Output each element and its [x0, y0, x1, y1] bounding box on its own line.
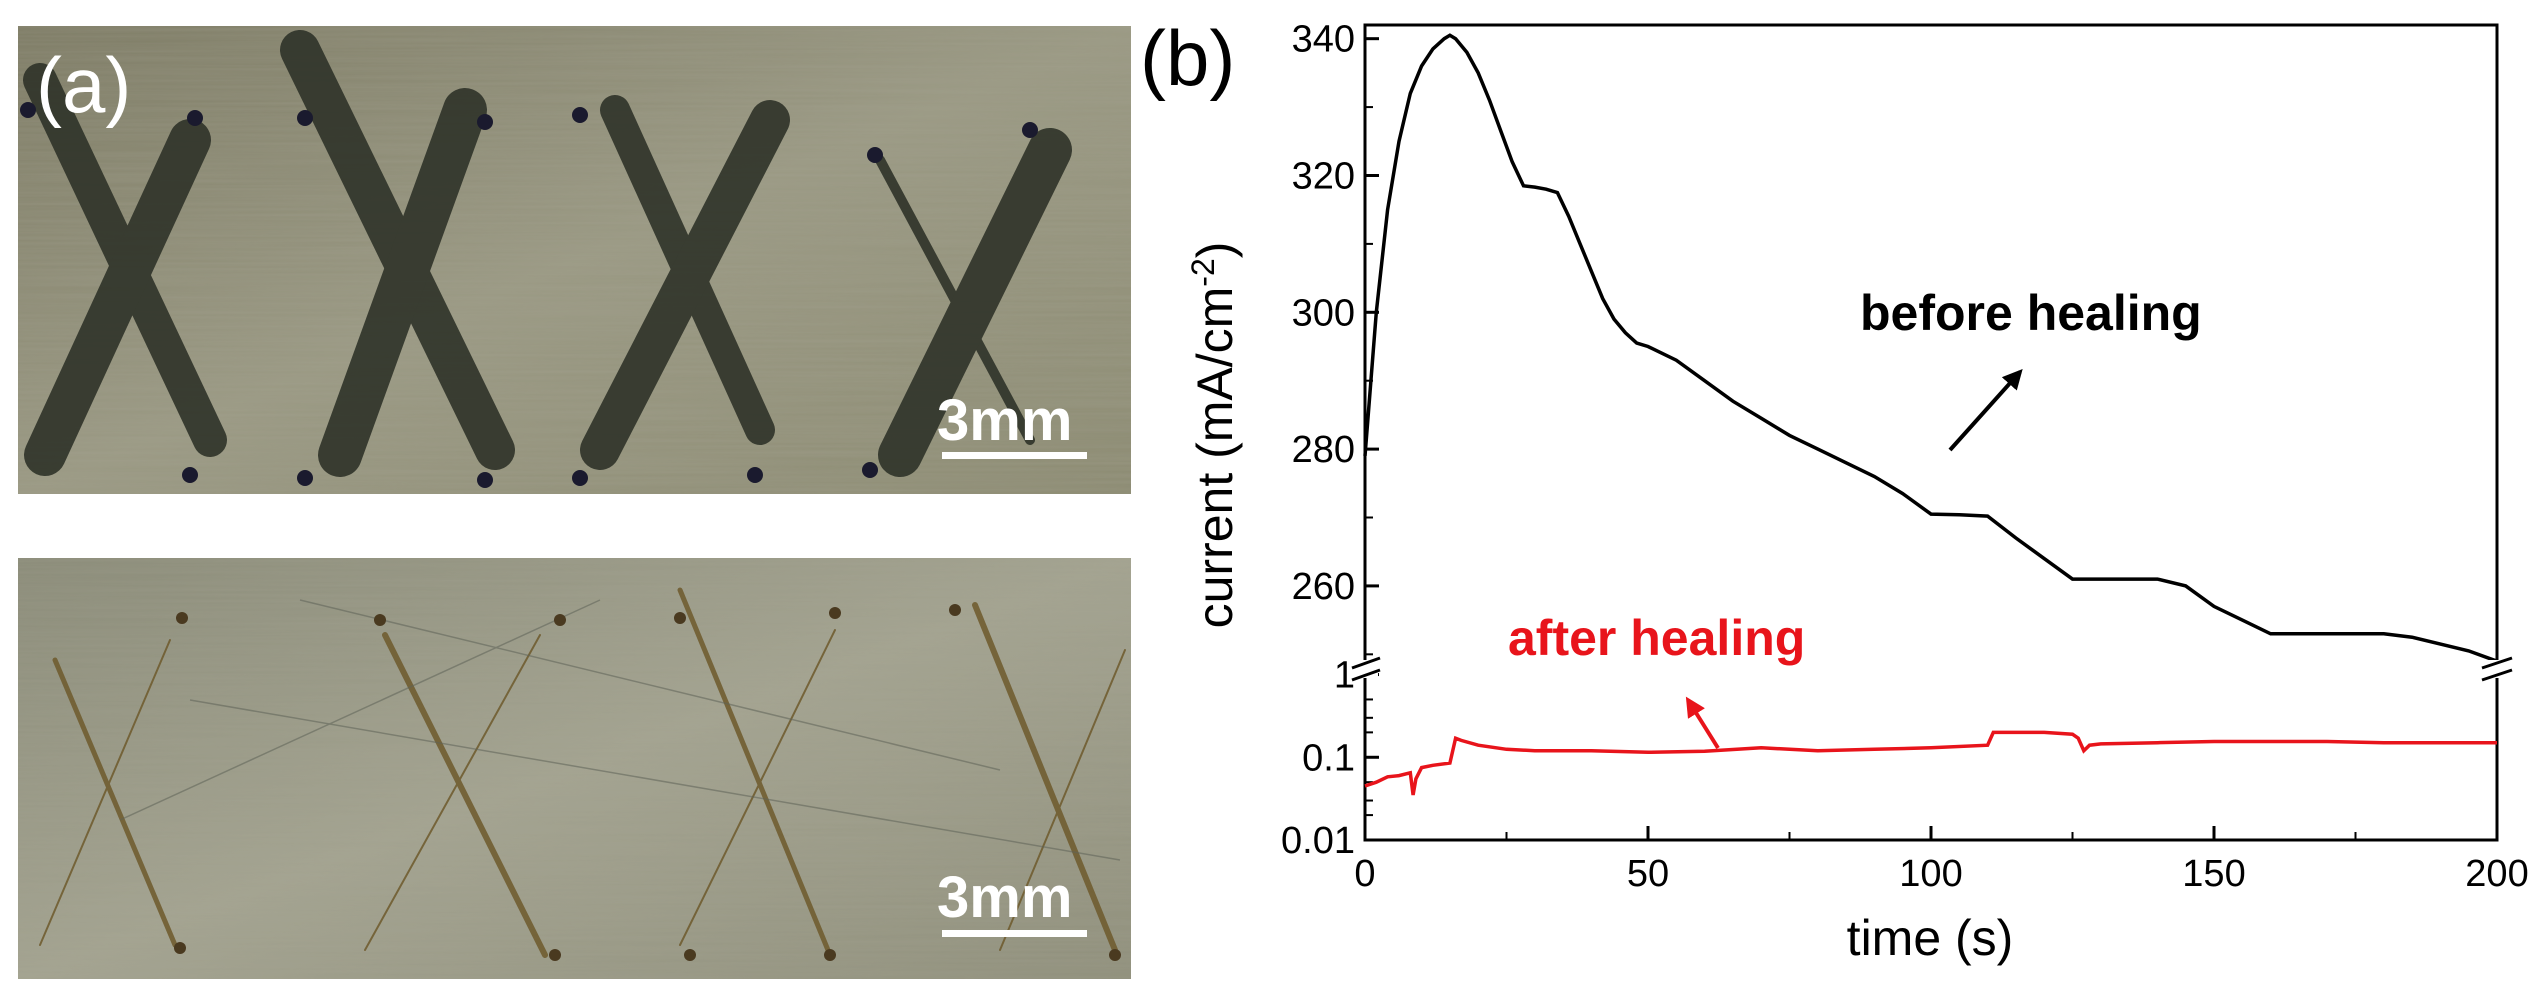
- scratch-x-2: [280, 30, 515, 477]
- scale-bar-label-top: 3mm: [937, 388, 1072, 453]
- scale-bar-bottom: [942, 930, 1087, 937]
- annotation-after-healing: after healing: [1508, 610, 1805, 666]
- scale-bar-top: [942, 452, 1087, 459]
- photo-top: (a) 3mm: [18, 26, 1131, 494]
- axis-break-marks: [1351, 656, 2513, 682]
- y-tick-label-lower: 0.1: [1302, 737, 1355, 779]
- panel-a-label: (a): [36, 41, 131, 129]
- y-axis-title: current (mA/cm-2): [1185, 242, 1243, 629]
- scratch-x-4: [875, 128, 1072, 477]
- panel-b-label: (b): [1140, 14, 1235, 102]
- x-tick-label: 200: [2465, 853, 2528, 895]
- y-tick-label-upper: 260: [1292, 566, 1355, 608]
- x-tick-label: 150: [2182, 853, 2245, 895]
- y-tick-label-lower: 1: [1334, 655, 1355, 697]
- series-before-healing: [1363, 33, 2498, 663]
- axis-ticks: [1363, 37, 2499, 842]
- y-tick-label-upper: 340: [1292, 19, 1355, 61]
- y-tick-label-upper: 300: [1292, 292, 1355, 334]
- y-tick-label-upper: 280: [1292, 429, 1355, 471]
- marker-dots-top: [20, 102, 1038, 488]
- y-tick-label-lower: 0.01: [1281, 820, 1355, 862]
- scale-bar-label-bottom: 3mm: [937, 865, 1072, 930]
- x-axis-title: time (s): [1847, 910, 2014, 966]
- arrow-after-healing: [1685, 696, 1720, 750]
- photo-bottom: 3mm: [18, 558, 1131, 979]
- x-tick-label: 50: [1627, 853, 1669, 895]
- chart: (b) 0 50 100 150 2002602803003203400.010.11 …: [1140, 14, 2529, 966]
- y-axis-title-main: current (mA/cm: [1187, 287, 1243, 629]
- y-tick-label-upper: 320: [1292, 155, 1355, 197]
- healed-scratches: [39, 587, 1126, 958]
- scratch-x-3: [580, 95, 790, 470]
- marker-dots-bottom: [174, 604, 1121, 961]
- arrow-before-healing: [1948, 369, 2023, 452]
- series-after-healing: [1364, 730, 2497, 796]
- x-tick-label: 100: [1899, 853, 1962, 895]
- annotation-before-healing: before healing: [1860, 285, 2202, 341]
- y-axis-title-close: ): [1187, 242, 1243, 259]
- faint-scratches: [119, 599, 1121, 861]
- plot-frame: [1363, 23, 2499, 842]
- tick-labels: 0 50 100 150 200 260 280 300 320 340 0.01 0.1 1: [1281, 19, 2529, 895]
- scratch-x-1: [23, 63, 227, 476]
- x-tick-label: 0: [1354, 853, 1375, 895]
- y-axis-title-sup: -2: [1185, 258, 1221, 286]
